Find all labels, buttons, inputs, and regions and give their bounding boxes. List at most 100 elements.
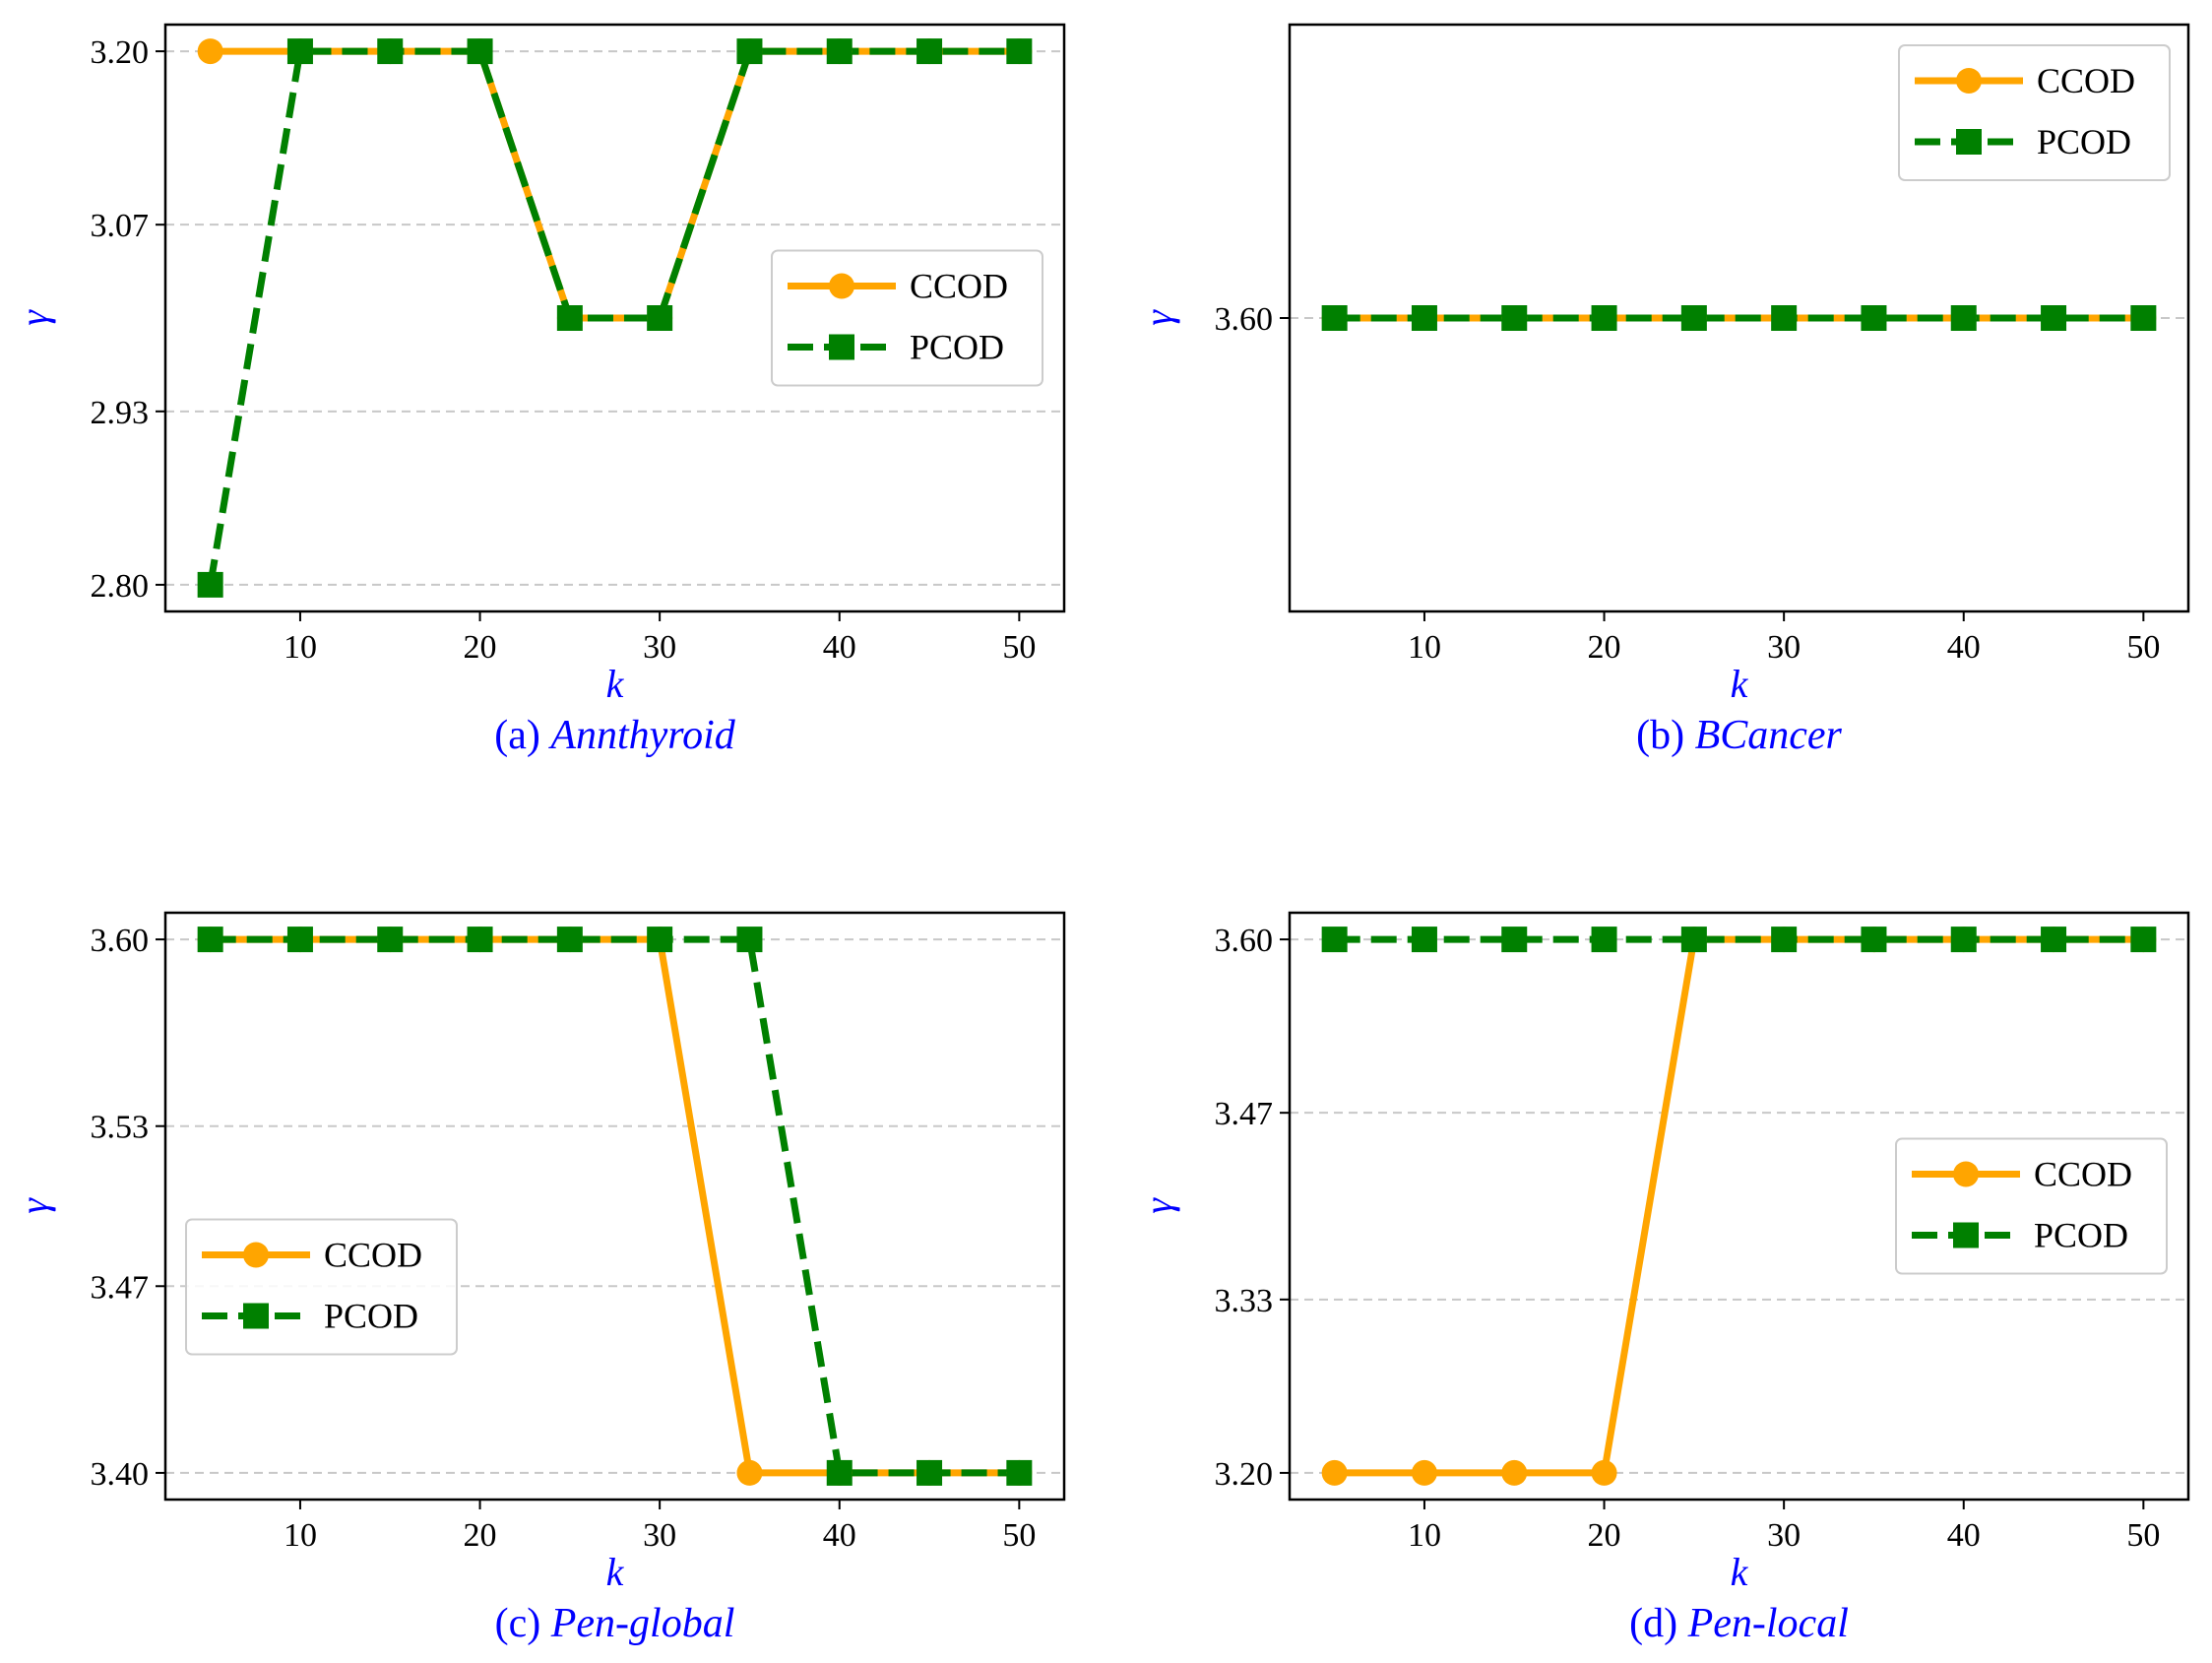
data-point-pcod [467, 927, 493, 953]
plot-frame [163, 23, 1066, 613]
data-point-pcod [2130, 927, 2157, 953]
data-point-pcod [1591, 305, 1617, 331]
plot-frame [1288, 911, 2190, 1502]
data-point-pcod [556, 927, 583, 953]
data-point-pcod [647, 305, 673, 331]
data-point-pcod [1861, 927, 1887, 953]
x-tick-label: 40 [1947, 1517, 1981, 1554]
data-point-pcod [2041, 305, 2067, 331]
legend: CCOD PCOD [185, 1218, 458, 1356]
data-point-pcod [736, 38, 763, 65]
y-tick-label: 3.47 [1215, 1096, 1274, 1132]
legend-marker-ccod [243, 1242, 269, 1268]
data-point-pcod [826, 38, 853, 65]
series-line-pcod [210, 935, 1020, 1477]
data-point-pcod [1321, 305, 1348, 331]
data-point-pcod [1006, 38, 1033, 65]
legend-label-ccod: CCOD [324, 1236, 422, 1275]
data-point-pcod [377, 927, 404, 953]
legend: CCOD PCOD [771, 249, 1043, 387]
series-line-pcod [207, 47, 1020, 586]
panel-caption: (d) Pen-local [1629, 1601, 1849, 1646]
x-tick-label: 20 [1588, 1517, 1621, 1554]
caption-prefix: (d) [1629, 1601, 1687, 1646]
caption-prefix: (b) [1636, 713, 1694, 758]
caption-dataset-name: Pen-local [1687, 1601, 1849, 1646]
data-point-pcod [286, 38, 313, 65]
legend-label-ccod: CCOD [2037, 61, 2135, 100]
chart-panel-1: 2.80 2.93 3.07 3.20 10 20 30 40 50 k γ (a) Annthyro… [12, 23, 1066, 758]
data-point-pcod [286, 927, 313, 953]
data-point-pcod [826, 1459, 853, 1486]
panel-caption: (b) BCancer [1636, 713, 1842, 758]
x-axis-label: k [1731, 662, 1749, 706]
data-point-pcod [647, 927, 673, 953]
series-line-ccod [210, 935, 1020, 1477]
y-axis-label: γ [1136, 309, 1180, 326]
legend-marker-ccod [1956, 68, 1982, 94]
y-tick-label: 3.07 [91, 208, 150, 244]
data-point-pcod [1501, 927, 1528, 953]
caption-dataset-name: Pen-global [550, 1601, 735, 1646]
legend: CCOD PCOD [1895, 1137, 2168, 1275]
x-axis-label: k [606, 662, 625, 706]
data-point-pcod [1950, 305, 1977, 331]
data-point-pcod [1006, 1459, 1033, 1486]
caption-prefix: (a) [494, 713, 550, 758]
x-tick-label: 50 [1002, 629, 1036, 666]
data-point-pcod [916, 1459, 943, 1486]
y-tick-label: 3.20 [91, 34, 150, 71]
y-tick-label: 3.60 [1215, 301, 1274, 338]
x-axis-label: k [1731, 1550, 1749, 1594]
y-axis-label: γ [12, 1197, 56, 1214]
data-point-pcod [377, 38, 404, 65]
data-point-pcod [736, 927, 763, 953]
chart-panel-3: 3.40 3.47 3.53 3.60 10 20 30 40 50 k γ (c) Pen-glob… [12, 911, 1066, 1646]
chart-panel-2: 3.60 10 20 30 40 50 k γ (b) BCancer CCOD PCOD [1136, 23, 2190, 758]
data-point-ccod [1591, 1459, 1617, 1486]
legend-label-pcod: PCOD [2034, 1216, 2128, 1255]
panel-caption: (c) Pen-global [495, 1601, 735, 1646]
legend-marker-ccod [829, 273, 854, 299]
data-point-pcod [1591, 927, 1617, 953]
y-tick-label: 3.20 [1215, 1456, 1274, 1493]
y-tick-label: 3.47 [91, 1269, 150, 1306]
x-tick-label: 40 [823, 1517, 856, 1554]
x-tick-label: 20 [1588, 629, 1621, 666]
x-tick-label: 30 [643, 629, 676, 666]
legend-label-pcod: PCOD [2037, 122, 2131, 161]
data-point-ccod [1411, 1459, 1437, 1486]
data-point-pcod [2041, 927, 2067, 953]
caption-prefix: (c) [495, 1601, 551, 1646]
x-tick-label: 10 [1408, 629, 1441, 666]
x-axis-label: k [606, 1550, 625, 1594]
y-tick-label: 3.40 [91, 1456, 150, 1493]
legend-marker-pcod [1956, 129, 1982, 155]
x-tick-label: 30 [1767, 1517, 1801, 1554]
data-point-pcod [1680, 305, 1707, 331]
data-point-ccod [197, 38, 223, 65]
x-tick-label: 40 [1947, 629, 1981, 666]
y-tick-label: 3.33 [1215, 1283, 1274, 1319]
legend: CCOD PCOD [1898, 44, 2171, 181]
data-point-pcod [1680, 927, 1707, 953]
y-tick-label: 3.60 [91, 923, 150, 959]
y-axis-label: γ [1136, 1197, 1180, 1214]
y-tick-label: 2.80 [91, 568, 150, 605]
x-tick-label: 20 [464, 1517, 497, 1554]
legend-marker-ccod [1953, 1161, 1979, 1187]
x-tick-label: 10 [1408, 1517, 1441, 1554]
x-tick-label: 50 [2126, 629, 2160, 666]
data-point-pcod [1411, 927, 1437, 953]
data-point-pcod [467, 38, 493, 65]
data-point-ccod [1501, 1459, 1528, 1486]
data-point-pcod [197, 927, 223, 953]
x-tick-label: 20 [464, 629, 497, 666]
data-point-pcod [1321, 927, 1348, 953]
y-tick-label: 3.60 [1215, 923, 1274, 959]
x-tick-label: 10 [284, 1517, 317, 1554]
x-tick-label: 50 [2126, 1517, 2160, 1554]
plot-frame [1288, 23, 2190, 613]
data-point-pcod [1501, 305, 1528, 331]
